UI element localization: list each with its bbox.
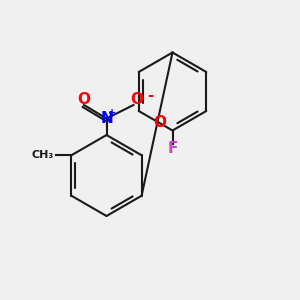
Text: N: N (100, 111, 113, 126)
Text: O: O (130, 92, 143, 107)
Text: CH₃: CH₃ (32, 150, 54, 160)
Text: O: O (77, 92, 91, 107)
Text: +: + (108, 108, 116, 118)
Text: -: - (147, 88, 153, 104)
Text: F: F (167, 141, 178, 156)
Text: O: O (154, 115, 166, 130)
